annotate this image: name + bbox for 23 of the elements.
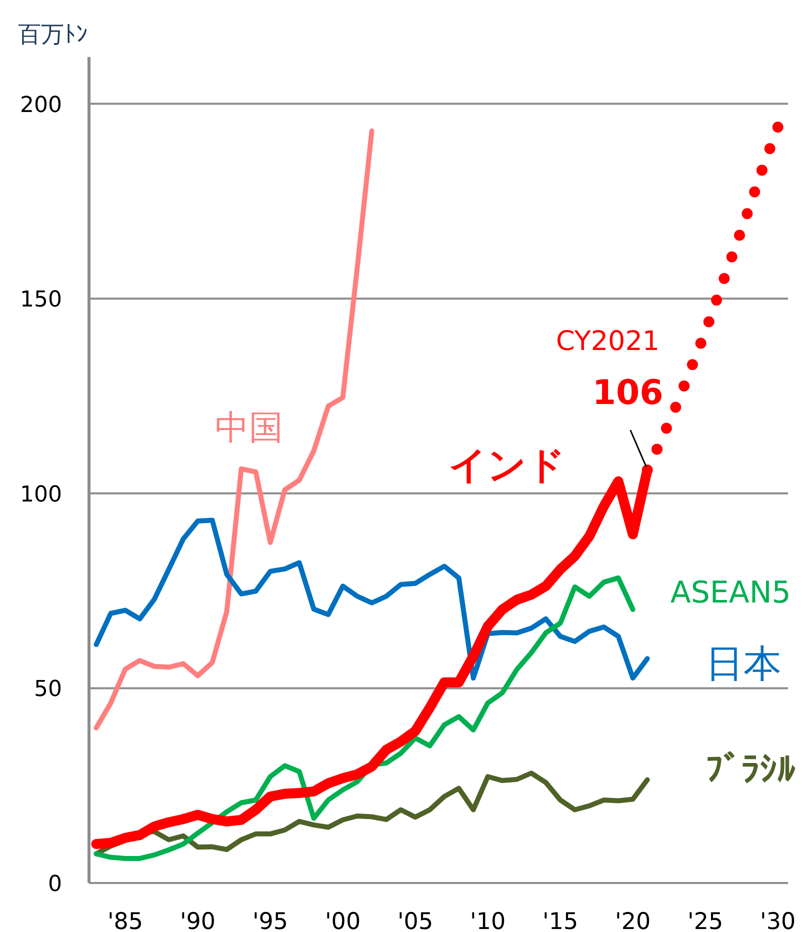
y-tick-label: 200	[20, 92, 62, 118]
series-label: ﾌﾞﾗｼﾙ	[705, 750, 796, 791]
y-axis-title: 百万ﾄﾝ	[18, 22, 88, 48]
series-label: 中国	[215, 408, 284, 448]
series-label: 日本	[705, 642, 782, 686]
annotation: 106	[592, 373, 664, 413]
x-tick-label: '30	[760, 909, 796, 932]
y-tick-label: 150	[20, 288, 62, 313]
x-tick-label: '05	[398, 909, 434, 932]
x-tick-label: '90	[180, 909, 216, 932]
series-label: ASEAN5	[670, 575, 791, 610]
annotation: CY2021	[556, 326, 660, 357]
series-label: インド	[448, 442, 566, 487]
y-tick-label: 50	[34, 677, 62, 702]
y-tick-label: 0	[48, 872, 62, 897]
x-tick-label: '15	[542, 909, 578, 932]
x-tick-label: '25	[688, 909, 724, 932]
x-tick-label: '85	[107, 909, 144, 932]
x-tick-label: '10	[470, 909, 506, 932]
x-tick-label: '20	[615, 909, 651, 932]
x-tick-label: '00	[324, 909, 361, 932]
x-tick-label: '95	[252, 909, 288, 932]
y-tick-label: 100	[20, 482, 62, 508]
